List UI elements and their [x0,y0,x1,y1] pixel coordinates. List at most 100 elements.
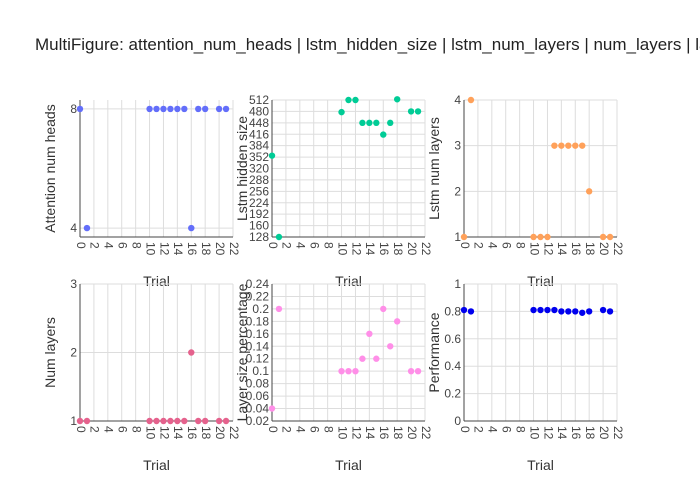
subplot-2: 0 2 4 6 8 10 12 14 16 18 20 22 128160192224256288320… [234,93,433,289]
x-tick-label: 22 [611,426,625,440]
data-point [407,367,415,375]
x-tick-label: 14 [363,426,377,440]
y-axis-title: Lstm num layers [426,117,442,220]
data-point [174,105,181,113]
x-tick-label: 2 [280,426,294,433]
x-tick-label: 0 [74,426,88,433]
x-tick-label: 2 [280,242,294,249]
data-point [606,233,614,241]
data-point [275,233,283,241]
x-tick-label: 2 [88,426,102,433]
data-point [76,417,84,425]
data-point [380,305,387,313]
y-axis-title: Num layers [42,317,58,388]
data-point [467,308,475,315]
x-tick-label: 12 [541,242,555,256]
y-axis-title: Lstm hidden size [234,116,250,221]
x-tick-label: 20 [405,426,419,440]
y-tick-label: 320 [249,162,269,176]
y-tick-label: 0.06 [246,389,270,403]
data-point [558,142,565,149]
x-tick-label: 6 [116,242,130,249]
data-point [544,306,551,314]
data-point [565,308,572,315]
data-point [530,306,537,314]
x-tick-label: 6 [500,426,514,433]
data-point [460,233,468,241]
data-point [558,308,565,315]
data-point [338,108,345,116]
x-tick-label: 6 [500,242,514,249]
x-tick-label: 16 [377,426,391,440]
y-tick-label: 4 [70,221,77,235]
data-point [366,330,373,338]
data-point [352,367,359,375]
data-point [599,233,607,241]
y-tick-label: 0.02 [246,414,270,428]
x-tick-label: 14 [171,426,185,440]
x-tick-label: 20 [213,426,227,440]
data-point [174,417,181,425]
y-tick-label: 4 [454,93,461,107]
data-point [393,318,401,325]
x-tick-label: 6 [116,426,130,433]
data-point [275,305,283,313]
x-tick-label: 4 [102,426,116,433]
x-tick-label: 20 [213,242,227,256]
y-tick-label: 160 [249,219,269,233]
data-point [345,367,352,375]
data-point [352,96,359,104]
subplot-6: 0 2 4 6 8 10 12 14 16 18 20 2200.20.40.60.81TrialPe… [426,277,625,473]
x-tick-label: 18 [391,242,405,256]
x-tick-label: 2 [472,426,486,433]
x-tick-label: 8 [129,426,143,433]
x-tick-label: 8 [321,242,335,249]
data-point [146,417,153,425]
x-tick-label: 18 [199,242,213,256]
x-tick-label: 0 [458,242,472,249]
data-point [599,306,607,314]
data-point [181,105,188,113]
x-tick-label: 16 [569,242,583,256]
x-tick-label: 20 [405,242,419,256]
x-tick-label: 12 [349,242,363,256]
y-tick-label: 2 [454,184,461,198]
x-tick-label: 16 [185,426,199,440]
x-tick-label: 18 [391,426,405,440]
x-tick-label: 0 [458,426,472,433]
x-tick-label: 4 [486,426,500,433]
x-tick-label: 0 [266,242,280,249]
y-tick-label: 0.18 [246,314,270,328]
y-tick-label: 0.4 [444,359,461,373]
data-point [387,343,394,350]
data-point [579,142,586,149]
y-tick-label: 0.14 [246,339,270,353]
data-point [359,119,366,127]
x-tick-label: 10 [527,242,541,256]
data-point [544,233,551,241]
data-point [387,119,394,127]
data-point [393,96,401,103]
data-point [153,417,160,425]
data-point [83,417,91,425]
y-tick-label: 480 [249,104,269,118]
x-tick-label: 8 [513,426,527,433]
data-point [188,224,195,232]
data-point [201,105,209,113]
data-point [160,105,167,113]
x-tick-label: 2 [472,242,486,249]
data-point [366,119,373,127]
y-tick-label: 0.2 [444,387,461,401]
data-point [345,96,352,104]
x-tick-label: 8 [321,426,335,433]
data-point [181,417,188,425]
x-tick-label: 22 [419,426,433,440]
data-point [537,306,544,314]
x-tick-label: 20 [597,426,611,440]
x-tick-label: 8 [129,242,143,249]
y-tick-label: 0.22 [246,289,270,303]
x-axis-title: Trial [527,457,554,473]
data-point [551,142,558,149]
y-axis-title: Attention num heads [42,104,58,232]
